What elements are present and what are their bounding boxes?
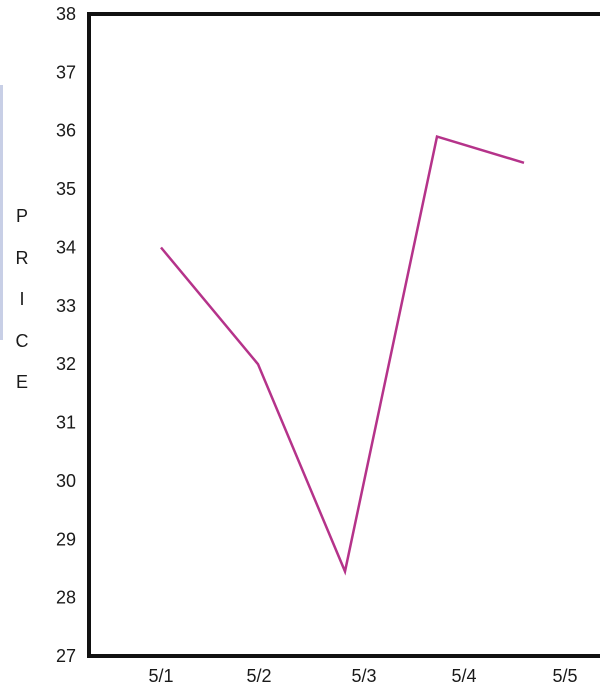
- x-tick-labels: 5/1 5/2 5/3 5/4 5/5: [148, 666, 577, 686]
- y-tick-label: 34: [56, 237, 76, 257]
- y-axis-label-letter: P: [15, 206, 28, 226]
- y-tick-label: 33: [56, 296, 76, 316]
- y-axis-label-letter: E: [15, 372, 28, 392]
- y-tick-label: 31: [56, 413, 76, 433]
- y-axis-label: P R I C E: [9, 196, 35, 404]
- series-layer: [160, 135, 525, 576]
- axes-frame: [87, 12, 600, 658]
- x-tick-label: 5/2: [246, 666, 271, 686]
- x-tick-label: 5/5: [552, 666, 577, 686]
- y-tick-label: 37: [56, 62, 76, 82]
- x-tick-label: 5/1: [148, 666, 173, 686]
- y-tick-label: 38: [56, 4, 76, 24]
- y-tick-label: 29: [56, 529, 76, 549]
- y-axis-label-letter: I: [19, 289, 25, 309]
- y-tick-label: 30: [56, 471, 76, 491]
- y-axis-label-letter: R: [15, 247, 29, 268]
- y-tick-label: 27: [56, 646, 76, 666]
- x-tick-label: 5/3: [351, 666, 376, 686]
- y-tick-label: 35: [56, 179, 76, 199]
- y-tick-labels: 27 28 29 30 31 32 33 34 35 36 37 38: [56, 4, 76, 666]
- y-axis-label-letter: C: [15, 330, 29, 351]
- left-edge-strip: [0, 85, 3, 340]
- y-tick-label: 32: [56, 354, 76, 374]
- x-tick-label: 5/4: [451, 666, 476, 686]
- y-tick-label: 36: [56, 121, 76, 141]
- series-line: [160, 135, 525, 576]
- y-tick-label: 28: [56, 588, 76, 608]
